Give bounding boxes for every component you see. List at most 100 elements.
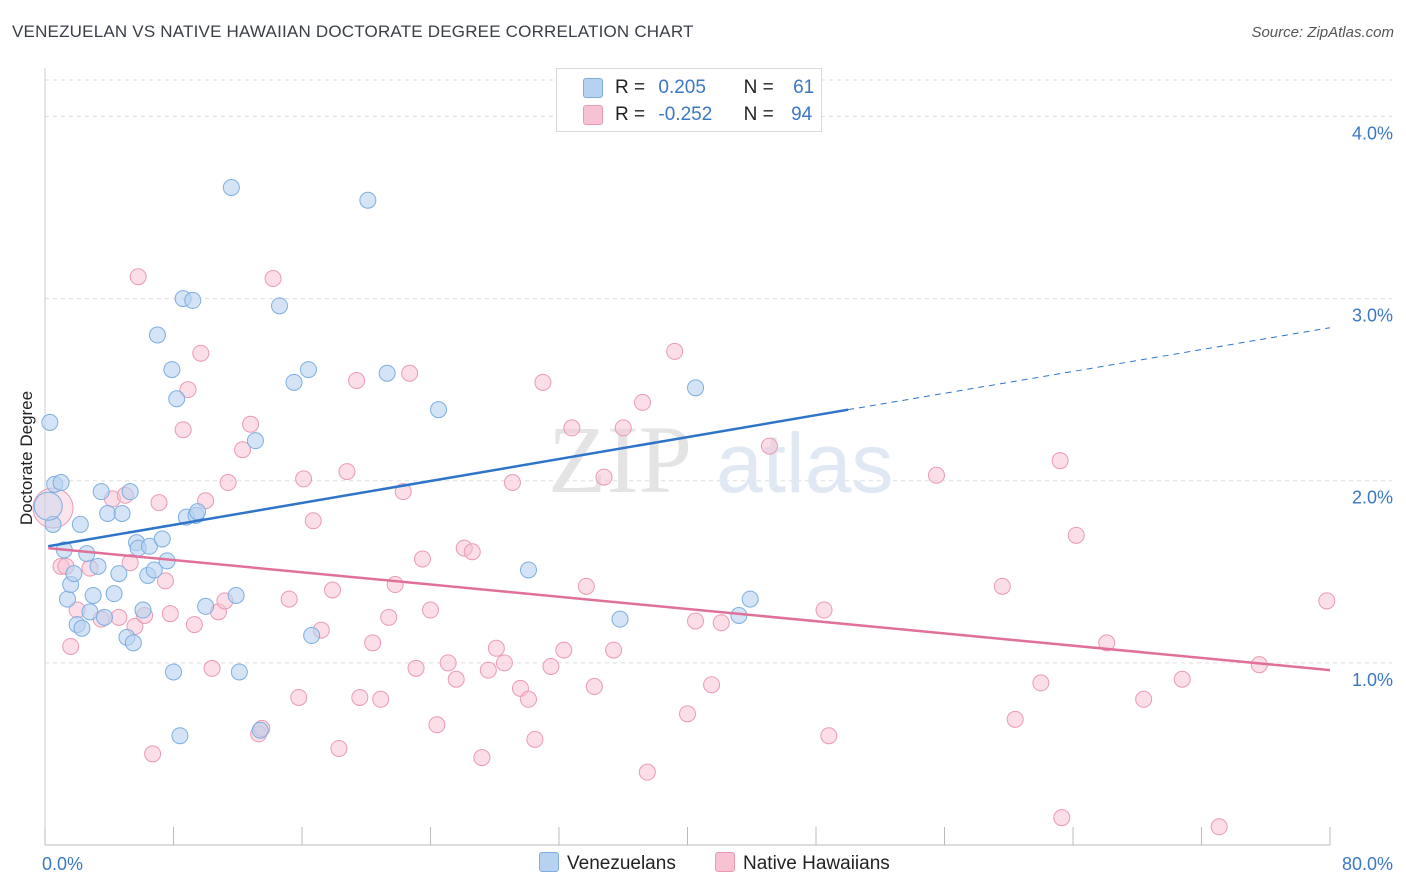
venezuelans-point bbox=[611, 610, 629, 628]
bottom-legend-native-hawaiians: Native Hawaiians bbox=[715, 852, 890, 875]
trend-lines bbox=[48, 327, 1331, 672]
venezuelans-point bbox=[52, 474, 70, 492]
native-hawaiians-point bbox=[62, 637, 80, 655]
venezuelans-point bbox=[148, 326, 166, 344]
native-hawaiians-point bbox=[428, 716, 446, 734]
native-hawaiians-point bbox=[179, 381, 197, 399]
watermark: ZIP atlas bbox=[548, 406, 893, 513]
venezuelans-point bbox=[251, 721, 269, 739]
venezuelans-point bbox=[65, 565, 83, 583]
native-hawaiians-point bbox=[380, 608, 398, 626]
venezuelans-trend-extension bbox=[848, 327, 1331, 411]
native-hawaiians-point bbox=[264, 270, 282, 288]
legend-n-value: 61 bbox=[793, 77, 815, 98]
native-hawaiians-point bbox=[364, 634, 382, 652]
native-hawaiians-point bbox=[338, 463, 356, 481]
native-hawaiians-point bbox=[330, 739, 348, 757]
native-hawaiians-point bbox=[666, 342, 684, 360]
venezuelans-point bbox=[89, 557, 107, 575]
venezuelans-point bbox=[163, 361, 181, 379]
native-hawaiians-point bbox=[820, 727, 838, 745]
native-hawaiians-point bbox=[760, 437, 778, 455]
native-hawaiians-point bbox=[495, 654, 513, 672]
venezuelans-point bbox=[84, 586, 102, 604]
native-hawaiians-point bbox=[815, 601, 833, 619]
venezuelans-point bbox=[71, 515, 89, 533]
x-tick-label: 80.0% bbox=[1342, 854, 1393, 874]
native-hawaiians-point bbox=[503, 474, 521, 492]
legend-r-value: 0.205 bbox=[658, 77, 706, 98]
native-hawaiians-point bbox=[394, 483, 412, 501]
native-hawaiians-point bbox=[439, 654, 457, 672]
venezuelans-point bbox=[105, 585, 123, 603]
native-hawaiians-point bbox=[585, 678, 603, 696]
venezuelans-point bbox=[519, 561, 537, 579]
venezuelans-point bbox=[227, 586, 245, 604]
legend-r-label: R = bbox=[615, 104, 646, 125]
bottom-legend-label: Venezuelans bbox=[567, 853, 676, 874]
venezuelans-point bbox=[168, 390, 186, 408]
venezuelans-trend-line bbox=[48, 408, 849, 548]
y-tick-label: 4.0% bbox=[1352, 123, 1393, 143]
native-hawaiians-point bbox=[219, 474, 237, 492]
native-hawaiians-point bbox=[703, 676, 721, 694]
y-tick-label: 1.0% bbox=[1352, 670, 1393, 690]
native-hawaiians-point bbox=[295, 470, 313, 488]
venezuelans-point bbox=[78, 545, 96, 563]
native-hawaiians-point bbox=[1098, 634, 1116, 652]
native-hawaiians-point bbox=[174, 421, 192, 439]
native-hawaiians-point bbox=[1210, 818, 1228, 836]
native-hawaiians-point bbox=[712, 614, 730, 632]
native-hawaiians-point bbox=[422, 601, 439, 619]
native-hawaiians-point bbox=[110, 608, 128, 626]
venezuelans-point bbox=[124, 634, 142, 652]
venezuelans-point bbox=[99, 505, 117, 522]
venezuelans-point bbox=[145, 561, 163, 579]
venezuelans-point bbox=[113, 505, 131, 522]
native-hawaiians-point bbox=[304, 512, 322, 530]
native-hawaiians-point bbox=[534, 373, 552, 391]
legend-n-label: N = bbox=[743, 104, 774, 125]
venezuelans-point bbox=[165, 663, 182, 681]
native-hawaiians-point bbox=[234, 441, 252, 459]
stats-legend: R = 0.205 N = 61 R = -0.252 N = 94 bbox=[556, 68, 822, 132]
native-hawaiians-point bbox=[1032, 674, 1050, 692]
venezuelans-point bbox=[121, 483, 139, 501]
x-tick-label: 0.0% bbox=[42, 854, 83, 874]
native-hawaiians-point bbox=[1135, 690, 1153, 708]
native-hawaiians-point bbox=[473, 749, 491, 767]
native-hawaiians-point bbox=[447, 670, 465, 688]
venezuelans-point bbox=[271, 297, 289, 315]
axes bbox=[44, 68, 1331, 846]
native-hawaiians-point bbox=[351, 688, 369, 706]
native-hawaiians-point bbox=[156, 572, 174, 590]
y-tick-label: 2.0% bbox=[1352, 488, 1393, 508]
legend-n-value: 94 bbox=[791, 104, 813, 125]
native-hawaiians-point bbox=[386, 576, 404, 594]
native-hawaiians-point bbox=[1067, 526, 1085, 544]
native-hawaiians-point bbox=[563, 419, 581, 437]
native-hawaiians-point bbox=[577, 577, 595, 595]
venezuelans-point bbox=[430, 401, 448, 419]
venezuelans-point bbox=[134, 601, 152, 619]
venezuelans-point bbox=[95, 608, 113, 626]
legend-n-label: N = bbox=[743, 77, 774, 98]
venezuelans-point bbox=[197, 597, 215, 615]
venezuelans-point bbox=[58, 590, 76, 608]
native-hawaiians-point bbox=[161, 605, 179, 623]
native-hawaiians-point bbox=[634, 393, 652, 411]
venezuelans-point bbox=[110, 565, 128, 583]
venezuelans-point bbox=[285, 373, 303, 391]
native-hawaiians-points bbox=[32, 268, 1336, 836]
native-hawaiians-point bbox=[542, 658, 560, 675]
source-label: Source: ZipAtlas.com bbox=[1251, 24, 1394, 41]
native-hawaiians-point bbox=[1051, 452, 1069, 470]
legend-r-label: R = bbox=[615, 77, 646, 98]
native-hawaiians-point bbox=[280, 590, 298, 608]
bottom-legend-venezuelans: Venezuelans bbox=[539, 852, 676, 875]
native-hawaiians-point bbox=[413, 550, 431, 568]
venezuelans-point bbox=[184, 291, 202, 309]
native-hawaiians-point bbox=[993, 577, 1011, 595]
native-hawaiians-point bbox=[638, 763, 656, 781]
